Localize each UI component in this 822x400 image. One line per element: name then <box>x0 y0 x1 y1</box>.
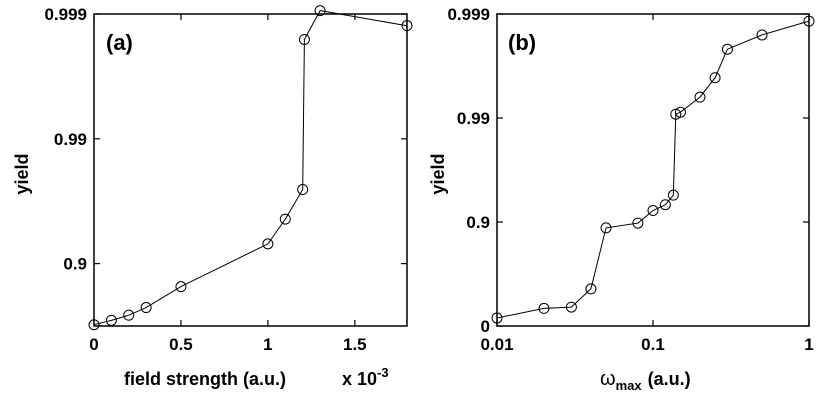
data-point-b-12 <box>709 72 721 84</box>
data-point-b-7 <box>659 199 671 211</box>
data-point-a-2 <box>123 309 135 321</box>
marks-a <box>88 5 413 331</box>
data-point-b-5 <box>632 217 644 229</box>
x-label-symbol-b: ω <box>600 368 616 390</box>
data-point-a-6 <box>279 213 291 225</box>
data-point-a-10 <box>401 20 413 32</box>
data-point-b-10 <box>674 106 686 118</box>
y-tick-label-b-1: 0.9 <box>466 213 490 232</box>
data-point-a-5 <box>262 238 274 250</box>
data-point-b-11 <box>694 91 706 103</box>
data-point-a-3 <box>140 302 152 314</box>
data-point-a-4 <box>175 281 187 293</box>
data-point-a-8 <box>298 33 310 45</box>
plot-frame-b <box>496 13 810 327</box>
x-axis-label-b: ωmax (a.u.) <box>600 368 691 393</box>
x-tick-label-b-2: 1 <box>804 335 813 354</box>
series-line-a-0 <box>93 10 408 326</box>
panel-a: 0 0.5 1 1.5 0.9 0.99 0.999 (a) yield field str… <box>12 5 413 389</box>
x-label-sub-b: max <box>616 378 643 393</box>
data-point-b-13 <box>721 43 733 55</box>
y-tick-label-b-0: 0 <box>481 317 490 336</box>
x-tick-label-a-0: 0 <box>89 335 98 354</box>
data-point-b-3 <box>585 283 597 295</box>
data-point-b-9 <box>670 108 682 120</box>
panel-label-a: (a) <box>106 30 133 55</box>
data-point-b-14 <box>756 29 768 41</box>
data-point-b-15 <box>803 15 815 27</box>
data-point-b-2 <box>565 301 577 313</box>
x-tick-label-a-1: 0.5 <box>169 335 193 354</box>
plot-frame-a <box>93 13 408 327</box>
x-label-unit-b: (a.u.) <box>648 369 691 389</box>
data-point-a-1 <box>105 314 117 326</box>
y-tick-label-b-3: 0.999 <box>447 5 490 24</box>
marks-b <box>491 15 815 324</box>
panel-label-b: (b) <box>508 30 536 55</box>
x-multiplier-exp-a: -3 <box>377 365 389 380</box>
data-point-a-7 <box>297 184 309 196</box>
y-axis-label-a: yield <box>12 153 32 194</box>
data-point-a-0 <box>88 319 100 331</box>
x-tick-label-a-2: 1 <box>263 335 272 354</box>
data-point-b-6 <box>647 205 659 217</box>
series-line-b-0 <box>496 20 810 319</box>
y-tick-label-a-2: 0.999 <box>44 5 87 24</box>
y-tick-label-a-0: 0.9 <box>63 255 87 274</box>
x-multiplier-base-a: x 10 <box>342 369 377 389</box>
y-tick-label-b-2: 0.99 <box>457 109 490 128</box>
ticks-a: 0 0.5 1 1.5 0.9 0.99 0.999 <box>44 5 407 354</box>
panel-b: 0.01 0.1 1 0 0.9 0.99 0.999 (b) yield ωmax (a.u… <box>428 5 815 393</box>
x-multiplier-a: x 10-3 <box>342 365 389 389</box>
x-tick-label-b-0: 0.01 <box>480 335 513 354</box>
x-tick-label-b-1: 0.1 <box>641 335 665 354</box>
data-point-b-0 <box>491 312 503 324</box>
data-point-a-9 <box>314 5 326 17</box>
x-axis-label-a: field strength (a.u.) <box>124 369 286 389</box>
data-point-b-4 <box>600 222 612 234</box>
data-point-b-1 <box>538 302 550 314</box>
x-tick-label-a-3: 1.5 <box>343 335 367 354</box>
y-tick-label-a-1: 0.99 <box>54 130 87 149</box>
y-axis-label-b: yield <box>428 153 448 194</box>
data-point-b-8 <box>667 189 679 201</box>
ticks-b: 0.01 0.1 1 0 0.9 0.99 0.999 <box>447 5 813 354</box>
